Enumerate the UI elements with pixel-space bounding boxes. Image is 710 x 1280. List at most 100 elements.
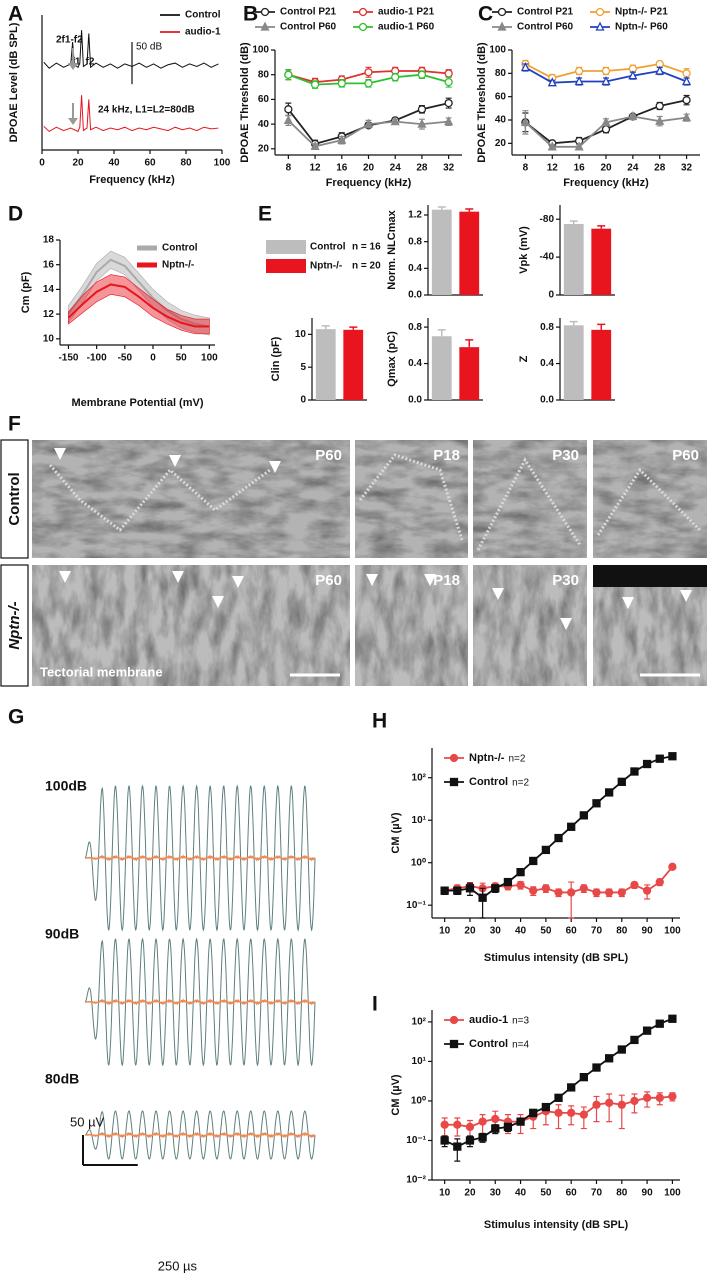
marker <box>465 1122 475 1132</box>
annotation: 24 kHz, L1=L2=80dB <box>98 105 195 116</box>
panel-label: F <box>8 413 21 436</box>
panel-label: I <box>372 993 378 1016</box>
marker <box>491 1114 500 1124</box>
marker <box>503 1122 513 1132</box>
series-line <box>67 258 210 328</box>
marker <box>444 77 453 87</box>
x-tick-label: 24 <box>390 163 402 174</box>
x-tick-label: -100 <box>87 353 107 364</box>
x-tick-label: 20 <box>600 163 612 174</box>
x-tick-label: 28 <box>416 163 428 174</box>
panel-label: C <box>478 3 493 26</box>
marker <box>655 115 665 125</box>
marker <box>440 886 449 895</box>
marker <box>682 76 692 86</box>
marker <box>567 888 576 897</box>
error-bar <box>568 881 575 919</box>
marker <box>630 1035 639 1045</box>
x-axis-label: Stimulus intensity (dB SPL) <box>484 1219 629 1231</box>
marker <box>497 7 507 17</box>
legend-note: n=3 <box>512 1016 529 1027</box>
micrograph <box>355 440 468 558</box>
imprint <box>48 464 271 533</box>
x-axis-label: Frequency (kHz) <box>89 174 175 186</box>
x-tick-label: 20 <box>464 1188 476 1199</box>
marker <box>449 1039 459 1049</box>
legend-label: Nptn-/- <box>310 261 342 272</box>
bar <box>343 329 364 400</box>
panel-label: B <box>243 3 258 26</box>
x-tick-label: 90 <box>642 1188 654 1199</box>
marker <box>453 886 462 895</box>
marker <box>449 753 459 763</box>
y-axis-label: Cm (pF) <box>20 271 32 313</box>
y-axis-label: Vpk (mV) <box>518 226 530 274</box>
legend-note: n=2 <box>508 754 525 765</box>
marker <box>628 111 638 121</box>
stage-label: P30 <box>552 447 579 464</box>
trace-label: 100dB <box>45 778 87 794</box>
y-tick-label: 16 <box>43 259 55 270</box>
legend-label: Control <box>162 243 198 254</box>
y-tick-label: 10⁰ <box>411 857 426 868</box>
error-bar <box>479 887 486 919</box>
marker <box>682 112 692 122</box>
marker <box>604 888 614 897</box>
error-bar <box>606 1093 613 1123</box>
marker <box>655 65 665 75</box>
legend-label: Control P60 <box>517 22 574 33</box>
legend-label: audio-1 P21 <box>378 7 435 18</box>
marker <box>554 1093 563 1102</box>
x-tick-label: 32 <box>443 163 455 174</box>
marker <box>283 114 293 125</box>
legend-swatch <box>266 240 306 254</box>
marker <box>444 98 453 108</box>
marker <box>668 1092 677 1101</box>
marker <box>592 799 601 808</box>
x-tick-label: 30 <box>490 926 502 937</box>
marker <box>417 118 427 128</box>
legend-label: Control <box>185 10 221 21</box>
panel-label: A <box>8 3 23 26</box>
x-tick-label: 50 <box>540 1188 552 1199</box>
marker <box>440 1120 449 1129</box>
marker <box>478 893 487 902</box>
y-tick-label: 0.8 <box>540 322 554 333</box>
marker <box>547 77 557 87</box>
stage-label: P18 <box>433 572 460 589</box>
legend-label: Control <box>469 776 508 788</box>
marker <box>465 1136 475 1145</box>
y-tick-label: -80 <box>540 214 555 225</box>
marker <box>601 116 611 126</box>
marker <box>358 7 368 17</box>
x-tick-label: 60 <box>144 158 156 169</box>
legend-note: n = 20 <box>352 261 381 272</box>
error-bar <box>349 326 358 330</box>
x-tick-label: 40 <box>108 158 120 169</box>
bar <box>563 223 584 295</box>
marker <box>529 856 538 866</box>
y-tick-label: 100 <box>489 45 506 56</box>
arrowhead <box>424 574 436 586</box>
y-tick-label: 20 <box>258 143 270 154</box>
marker <box>655 877 664 887</box>
y-tick-label: 10⁻¹ <box>406 900 426 911</box>
y-tick-label: 0 <box>300 395 306 406</box>
y-tick-label: 20 <box>495 138 507 149</box>
x-tick-label: 60 <box>566 1188 578 1199</box>
bar <box>459 347 480 400</box>
y-tick-label: 10⁻¹ <box>406 1135 426 1146</box>
marker <box>601 76 611 86</box>
x-tick-label: 20 <box>363 163 375 174</box>
arrow-head <box>68 63 78 70</box>
micrograph <box>473 440 587 558</box>
y-axis-label: Clin (pF) <box>270 336 282 381</box>
y-axis-label: DPOAE Level (dB SPL) <box>8 22 20 142</box>
x-tick-label: 50 <box>176 353 188 364</box>
legend-note: n=2 <box>512 778 529 789</box>
arrowhead <box>172 571 184 583</box>
x-tick-label: 12 <box>310 163 322 174</box>
legend-label: Nptn-/- P60 <box>615 22 668 33</box>
y-axis-label: DPOAE Threshold (dB) <box>476 42 488 163</box>
marker <box>453 1120 462 1129</box>
